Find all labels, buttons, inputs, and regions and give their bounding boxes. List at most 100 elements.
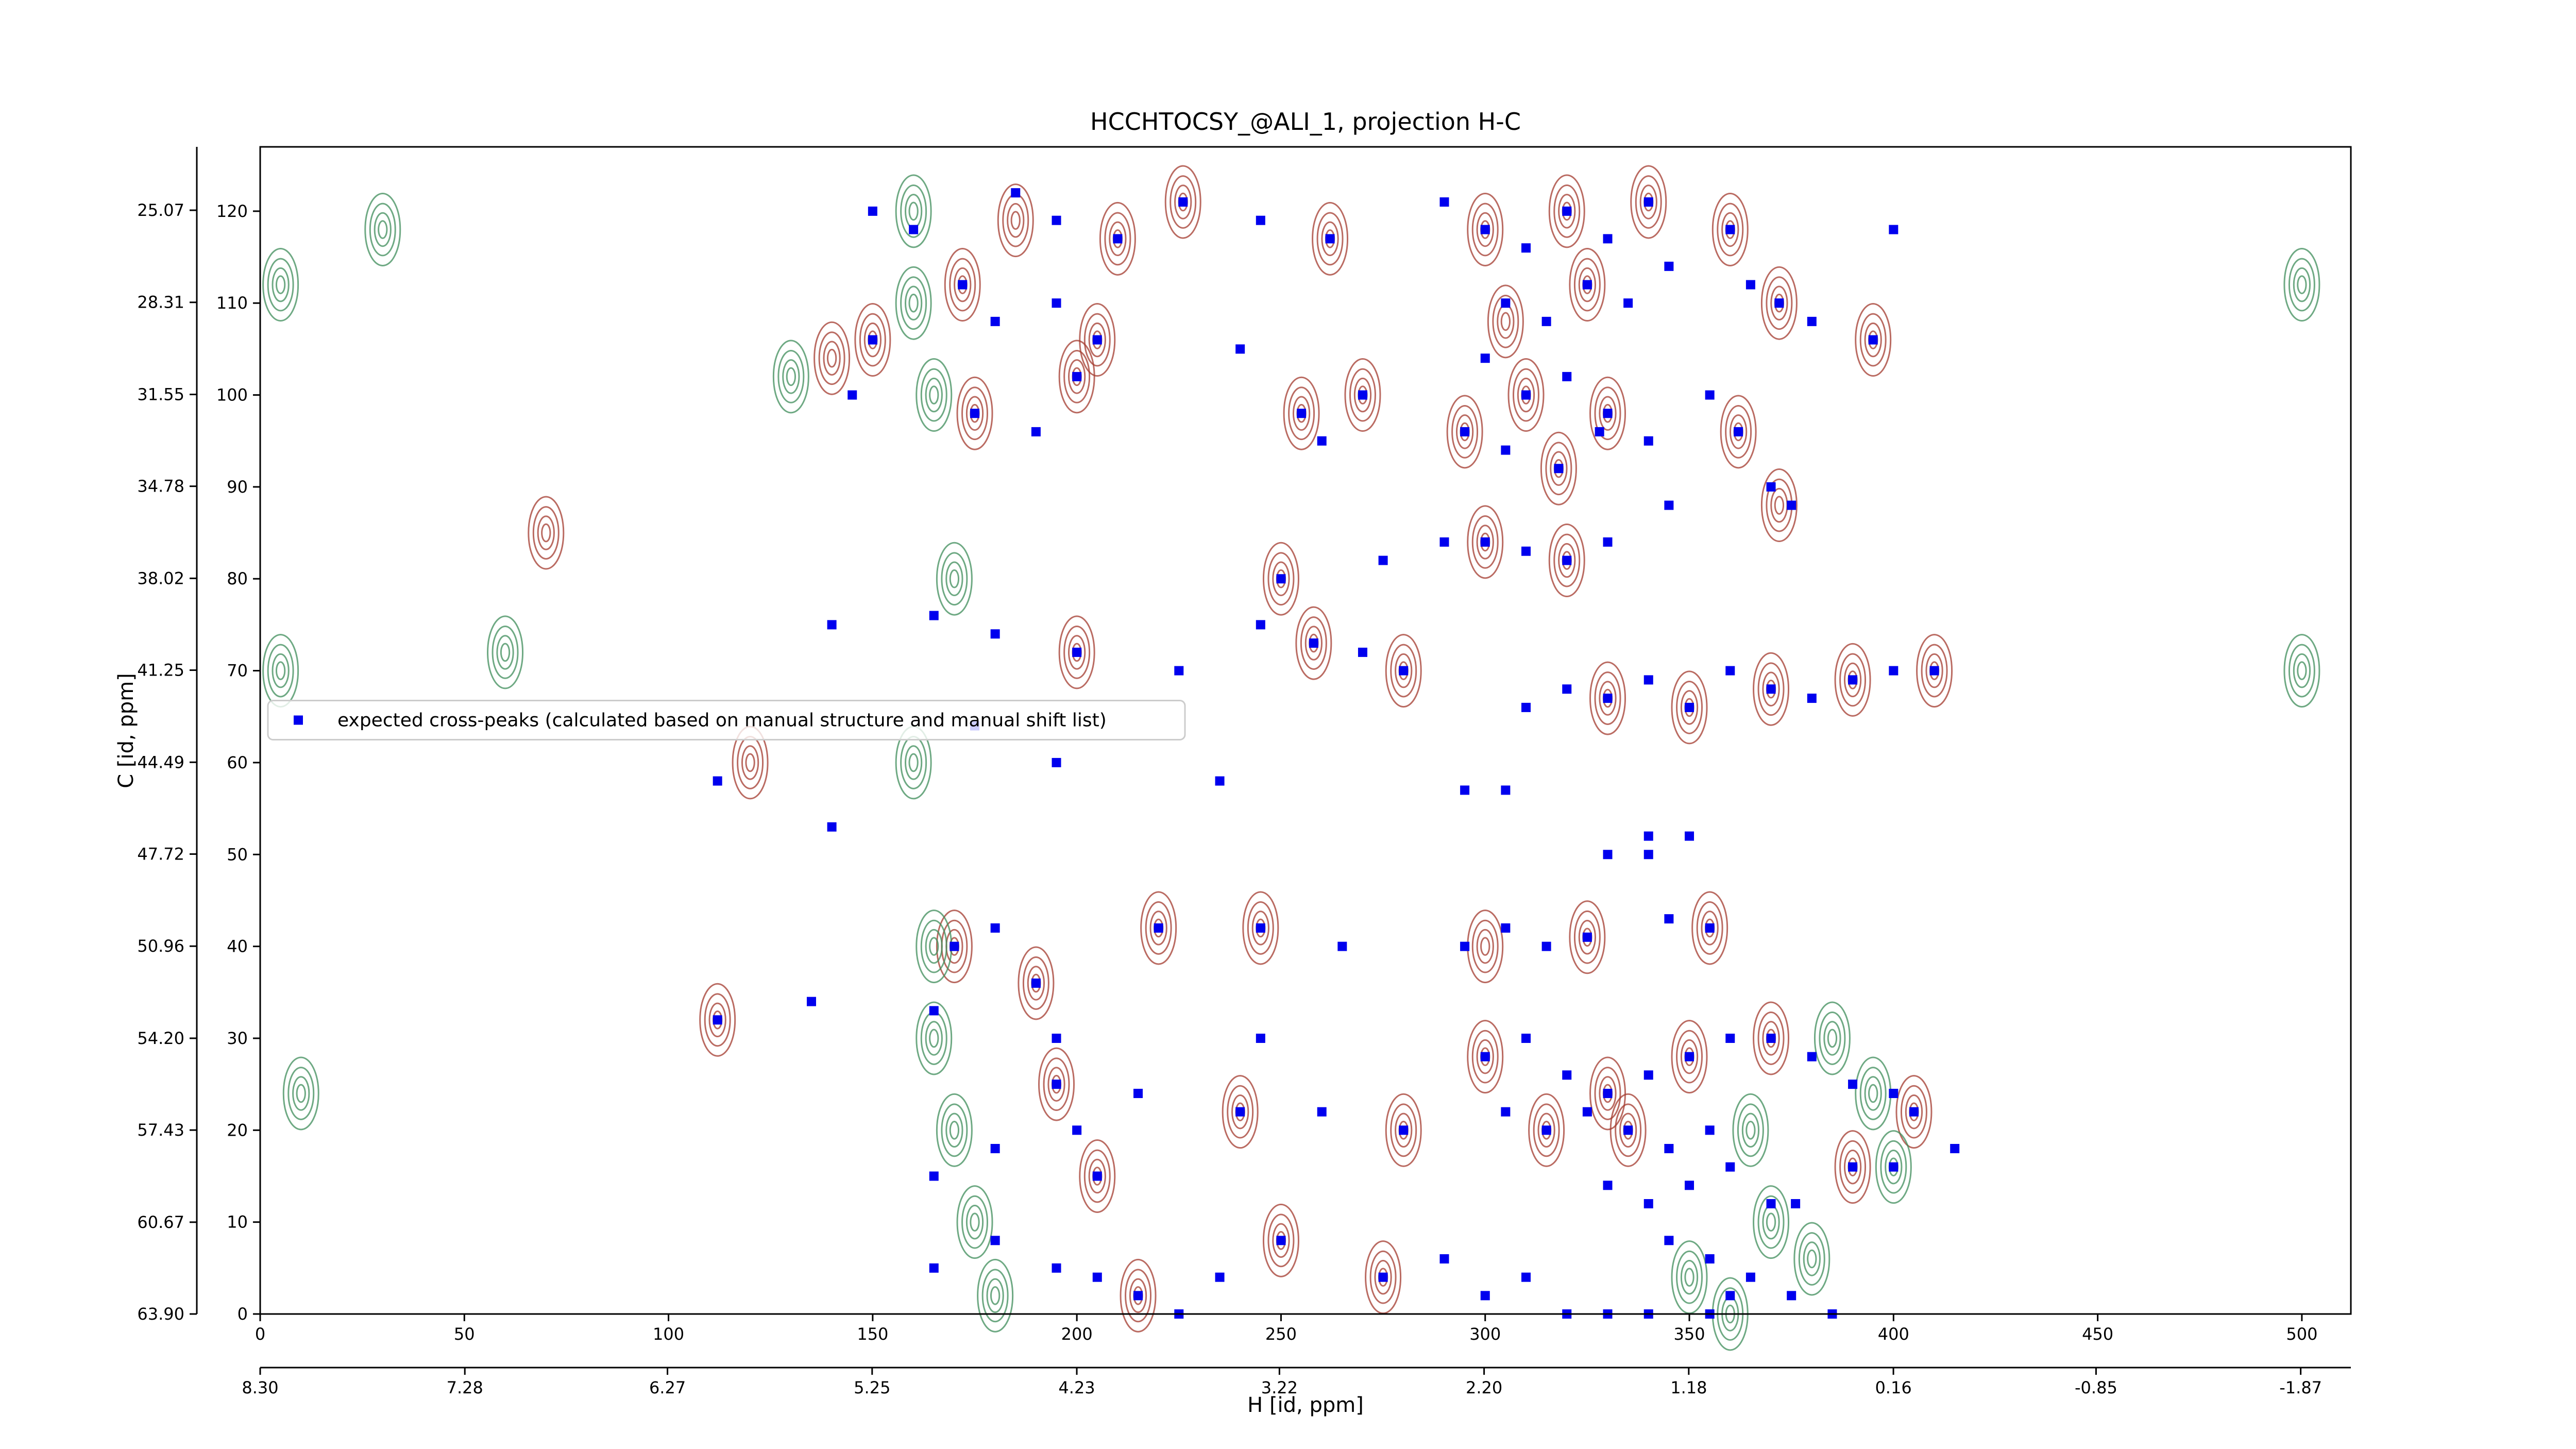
contour-ring <box>1513 368 1539 422</box>
contour <box>1528 1093 1565 1167</box>
contour-ring <box>1471 1030 1499 1084</box>
cross-peak <box>929 1006 939 1016</box>
contour-ring <box>1242 891 1279 965</box>
contour-ring <box>1068 359 1086 394</box>
contour-ring <box>1770 285 1788 321</box>
contour-ring <box>1839 1140 1867 1194</box>
cross-peak <box>1889 666 1899 676</box>
contour-ring <box>374 212 392 247</box>
contour-ring <box>1558 543 1576 578</box>
contour <box>1222 1075 1259 1149</box>
cross-peak <box>1439 1254 1449 1263</box>
contour-ring <box>1720 395 1757 469</box>
y-tick-label: 40 <box>227 937 248 956</box>
cross-peak <box>1541 316 1551 326</box>
cross-peak <box>970 409 980 418</box>
cross-peak <box>1256 215 1265 225</box>
contour-ring <box>944 248 981 322</box>
contour-ring <box>936 542 973 616</box>
contour-ring <box>904 285 923 321</box>
contour-ring <box>916 1001 953 1075</box>
contour <box>262 634 299 708</box>
contour <box>814 321 851 395</box>
contour-ring <box>1476 929 1494 964</box>
cross-peak <box>1643 831 1653 841</box>
cross-peak <box>1399 666 1409 676</box>
contour-ring <box>1578 920 1597 955</box>
contour-ring <box>1507 358 1545 432</box>
contour-ring <box>1083 313 1111 367</box>
contour-ring <box>1925 653 1943 688</box>
cross-peak <box>1643 1199 1653 1208</box>
contour-ring <box>1834 643 1871 717</box>
contour-ring <box>1043 1057 1070 1111</box>
contour <box>1120 1258 1157 1333</box>
cross-peak <box>1725 225 1735 234</box>
contour-ring <box>1798 1232 1825 1286</box>
x2-tick-label: 1.18 <box>1670 1378 1707 1397</box>
cross-peak <box>1929 666 1939 676</box>
cross-peak <box>990 923 1000 933</box>
cross-peak <box>1325 234 1335 244</box>
contour-ring <box>1864 1076 1882 1111</box>
contour <box>1732 1093 1769 1167</box>
x2-tick-label: 5.25 <box>854 1378 890 1397</box>
y2-tick-label: 60.67 <box>137 1212 184 1232</box>
x-tick-label: 200 <box>1061 1324 1093 1344</box>
contour-ring <box>1267 1214 1295 1268</box>
cross-peak <box>1501 1107 1511 1117</box>
contour-ring <box>1500 312 1511 331</box>
contour-ring <box>699 983 736 1057</box>
contour-ring <box>1737 1103 1764 1157</box>
contour-ring <box>949 258 976 312</box>
contour-ring <box>1027 966 1045 1001</box>
contour-ring <box>1145 901 1172 955</box>
contour-ring <box>262 248 299 322</box>
contour-ring <box>1885 1149 1903 1185</box>
contour <box>2283 248 2320 322</box>
x-tick-label: 150 <box>857 1324 888 1344</box>
contour-ring <box>1774 496 1785 515</box>
cross-peak <box>1774 298 1784 308</box>
axis-layer: 0 50 100 150 200 250 300 350 400 450 500 0 10 20 30 40 5… <box>137 146 2352 1397</box>
contour-ring <box>1757 1195 1785 1249</box>
contour-ring <box>1471 919 1499 973</box>
cross-peak <box>1848 1080 1858 1089</box>
contour-ring <box>1573 258 1601 312</box>
y2-tick-label: 34.78 <box>137 477 184 496</box>
cross-peak <box>1623 298 1633 308</box>
cross-peak <box>1643 675 1653 685</box>
cross-peak <box>1664 914 1674 924</box>
contour-ring <box>1079 1139 1116 1213</box>
contour <box>1262 1203 1299 1277</box>
cross-peak <box>1215 1272 1225 1282</box>
y-tick-label: 110 <box>216 293 248 313</box>
cross-peak <box>1643 436 1653 446</box>
cross-peak <box>1745 280 1755 290</box>
contour <box>1814 1001 1851 1075</box>
cross-peak <box>1705 1254 1715 1263</box>
contour-ring <box>1497 304 1515 339</box>
contour-ring <box>941 1103 968 1157</box>
contour-ring <box>1569 900 1606 974</box>
contour-ring <box>945 561 963 596</box>
contour-ring <box>541 523 551 543</box>
contour-ring <box>1895 1075 1933 1149</box>
contour-ring <box>1793 1222 1831 1296</box>
contour-ring <box>1684 1268 1694 1287</box>
contour-ring <box>1088 1158 1106 1194</box>
contour-ring <box>949 569 960 588</box>
contour-ring <box>854 303 891 377</box>
x-tick-label: 300 <box>1469 1324 1501 1344</box>
contour-ring <box>814 321 851 395</box>
cross-peak <box>1787 1291 1797 1301</box>
x2-tick-label: 7.28 <box>447 1378 483 1397</box>
contour-ring <box>1288 386 1315 441</box>
contour-ring <box>1843 1149 1862 1185</box>
cross-peak <box>990 629 1000 639</box>
contour-ring <box>2297 275 2307 294</box>
contour <box>956 376 993 450</box>
contour-ring <box>1859 1067 1887 1120</box>
contour-ring <box>1140 891 1177 965</box>
